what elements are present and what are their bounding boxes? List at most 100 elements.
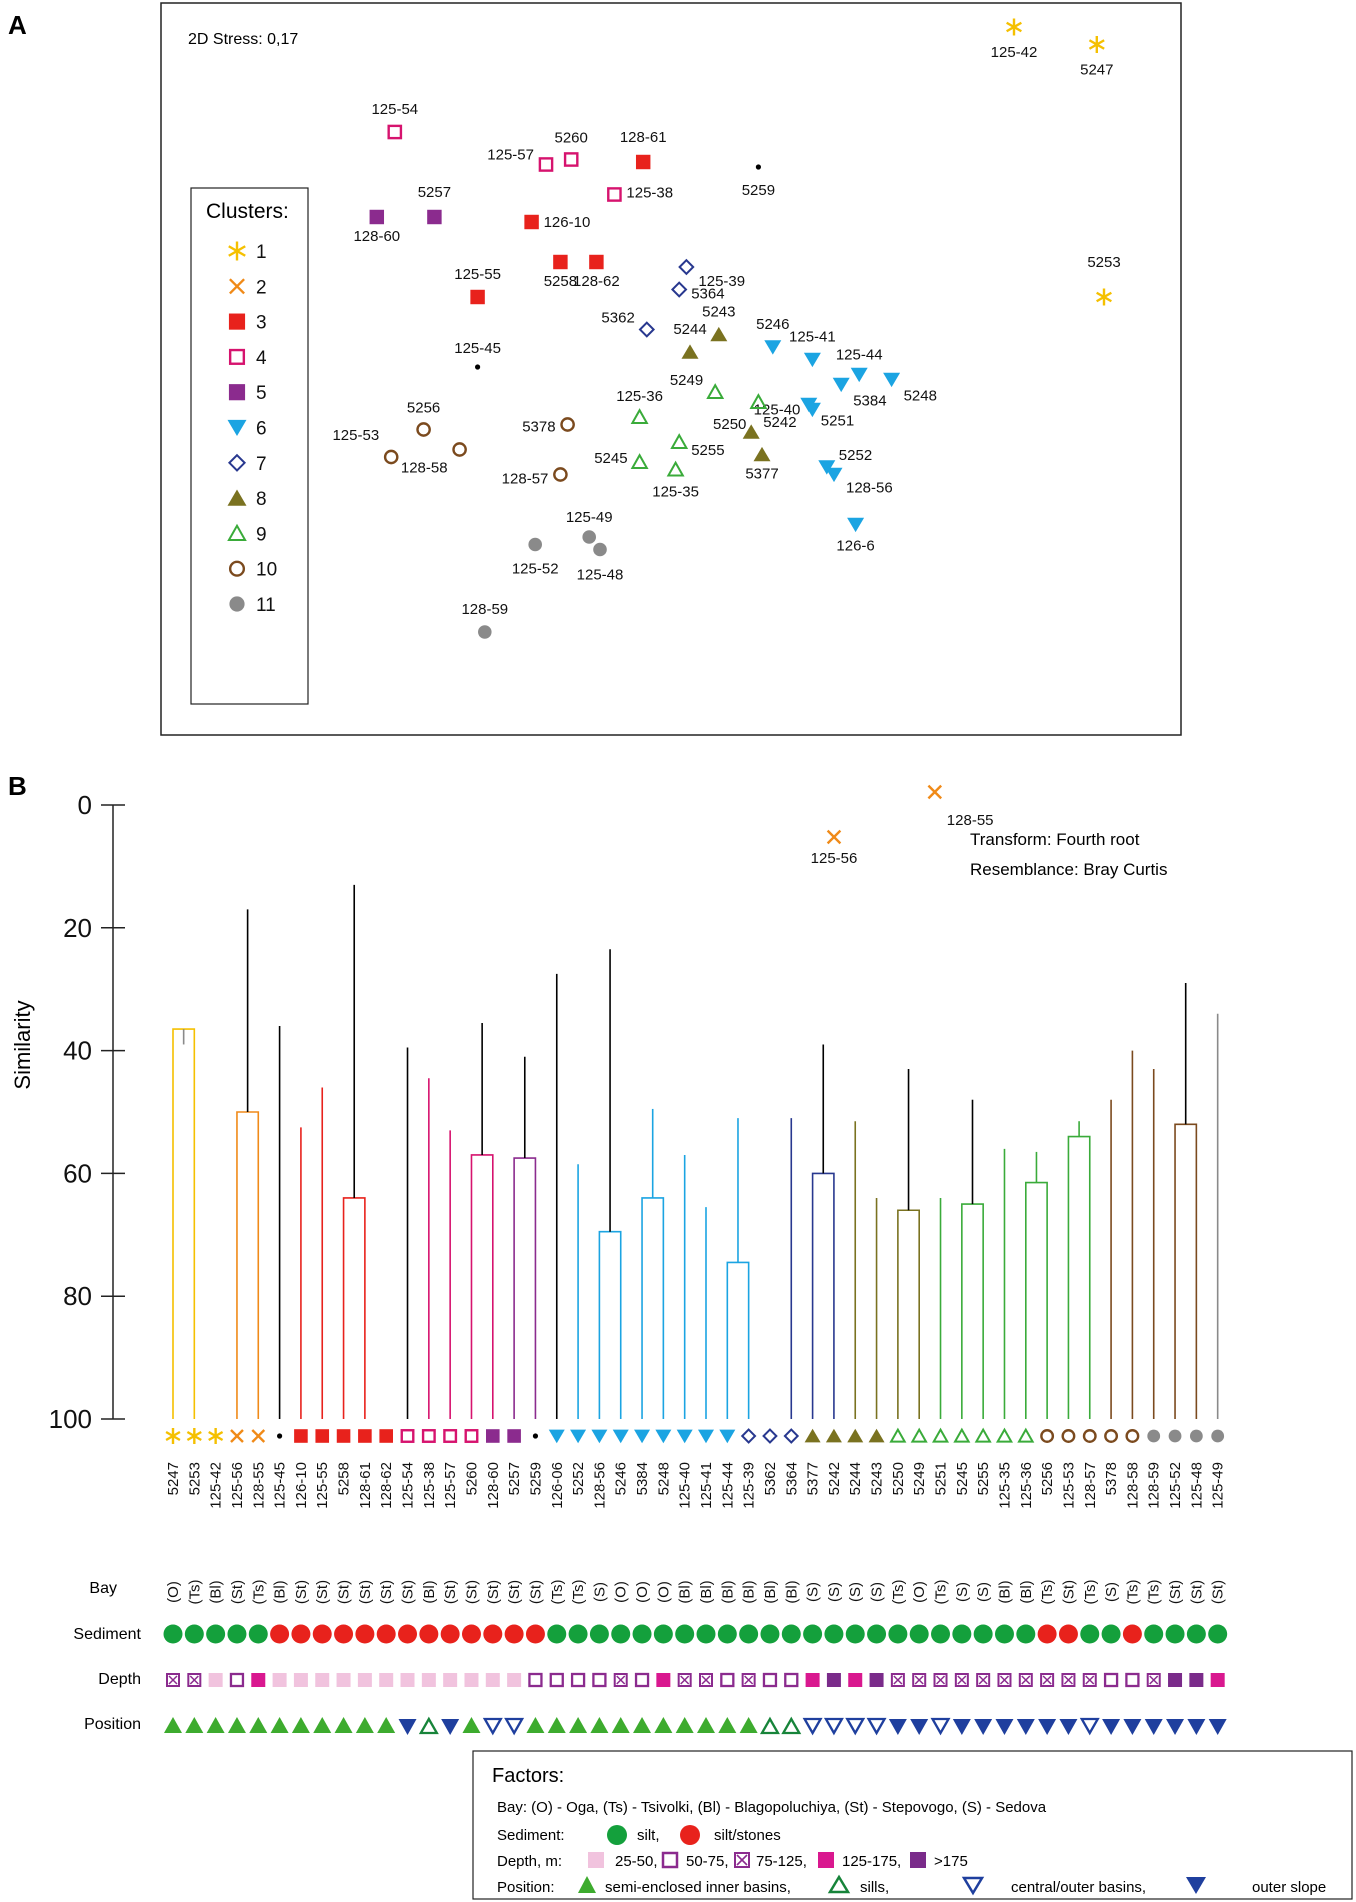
depth-cell (677, 1673, 692, 1687)
nmds-point (749, 393, 768, 409)
legend-silt-marker (607, 1825, 627, 1845)
leaf-label: 126-10 (293, 1462, 310, 1509)
nmds-point (475, 364, 481, 370)
sediment-cell (845, 1624, 865, 1644)
legend-depth-50-75 (661, 1851, 679, 1869)
nmds-point (681, 344, 699, 359)
leaf-label: 5258 (336, 1462, 353, 1495)
position-cell (1187, 1719, 1206, 1735)
nmds-point-label: 5246 (756, 316, 789, 333)
legend-item-label: 6 (256, 419, 267, 440)
legend-pos-inner (578, 1876, 596, 1893)
legend-marker (228, 560, 246, 577)
bay-cell: (St) (314, 1580, 331, 1604)
leaf-label: 125-54 (400, 1462, 417, 1509)
nmds-point (753, 446, 771, 462)
leaf-marker (443, 1429, 458, 1443)
nmds-point-label: 5260 (555, 130, 588, 147)
position-cell (185, 1717, 204, 1733)
position-cell (995, 1719, 1014, 1735)
leaf-label: 125-38 (421, 1462, 438, 1509)
legend-item-label: 5 (256, 383, 267, 404)
nmds-point (832, 377, 850, 393)
nmds-point-label: 125-44 (836, 347, 883, 364)
leaf-marker (507, 1429, 521, 1443)
nmds-point-label: 125-52 (512, 561, 559, 578)
leaf-label: 125-55 (314, 1462, 331, 1509)
leaf-label: 126-06 (549, 1462, 566, 1509)
leaf-marker (612, 1429, 629, 1444)
factors-d4: 125-175, (842, 1853, 901, 1870)
leaf-marker (315, 1429, 330, 1443)
leaf-marker (1147, 1429, 1161, 1443)
dendrogram-leaves: 5247 5253 125-42 125-56 128-55 125-45 126-10 12… (165, 1427, 1227, 1509)
leaf-label: 5242 (826, 1462, 843, 1495)
leaf-marker (294, 1429, 308, 1443)
nmds-point-label: 5244 (673, 321, 706, 338)
nmds-point-label: 126-10 (544, 214, 591, 231)
leaf-marker (634, 1429, 651, 1444)
depth-cell (464, 1673, 479, 1687)
bay-cell: (S) (591, 1582, 608, 1602)
leaf-label: 5251 (933, 1462, 950, 1495)
factors-d1: 25-50, (615, 1853, 658, 1870)
position-cell (781, 1716, 802, 1735)
nmds-point-label: 5245 (594, 450, 627, 467)
bay-cell: (St) (293, 1580, 310, 1604)
legend-marker (227, 453, 247, 472)
nmds-point (538, 157, 554, 172)
nmds-point-label: 128-57 (502, 471, 549, 488)
nmds-point-label: 125-38 (626, 185, 673, 202)
legend-pos-sills (827, 1874, 851, 1894)
nmds-point-label: 5251 (821, 413, 854, 430)
sediment-cell (525, 1624, 545, 1644)
nmds-point-label: 128-62 (573, 273, 620, 290)
leaf-label: 5246 (613, 1462, 630, 1495)
position-cell (313, 1717, 332, 1733)
depth-cell (570, 1672, 586, 1688)
leaf-label: 5362 (762, 1462, 779, 1495)
factors-bay-text: Bay: (O) - Oga, (Ts) - Tsivolki, (Bl) - … (497, 1799, 1047, 1816)
position-cell (504, 1717, 525, 1736)
y-tick-label: 100 (49, 1404, 92, 1434)
depth-cell (187, 1673, 202, 1687)
nmds-point (847, 517, 865, 533)
leaf-label: 5364 (783, 1462, 800, 1495)
nmds-point (1096, 288, 1112, 306)
leaf-marker (825, 1428, 842, 1443)
nmds-point-label: 5247 (1080, 62, 1113, 79)
position-cell (845, 1717, 866, 1736)
nmds-point (1006, 18, 1022, 36)
sediment-cell (376, 1624, 396, 1644)
leaf-label: 125-56 (229, 1462, 246, 1509)
leaf-label: 125-40 (677, 1462, 694, 1509)
leaf-marker (974, 1427, 992, 1443)
nmds-point (635, 154, 651, 170)
bay-cell: (St) (463, 1580, 480, 1604)
bay-cell: (S) (826, 1582, 843, 1602)
leaf-label: 5252 (570, 1462, 587, 1495)
sediment-cell (675, 1624, 695, 1644)
depth-cell (421, 1673, 436, 1687)
dendrogram-link (172, 1028, 196, 1419)
leaf-marker (358, 1429, 372, 1443)
bay-cell: (Ts) (1039, 1580, 1056, 1605)
leaf-label: 125-36 (1018, 1462, 1035, 1509)
nmds-point-label: 125-48 (577, 567, 624, 584)
y-ticks: 0 20 40 60 80 100 (49, 790, 125, 1434)
bay-cell: (Ts) (1124, 1580, 1141, 1605)
panel-a-label: A (8, 10, 27, 40)
nmds-point-label: 128-55 (947, 812, 994, 829)
position-cell (482, 1717, 503, 1736)
leaf-label: 5377 (805, 1462, 822, 1495)
nmds-point (560, 417, 575, 432)
factors-position-label: Position: (497, 1879, 555, 1896)
dendrogram-link (342, 1197, 366, 1419)
depth-cell (336, 1673, 351, 1687)
depth-cell (805, 1673, 820, 1687)
position-cell (952, 1719, 971, 1735)
nmds-point-label: 5362 (601, 310, 634, 327)
nmds-point-label: 5242 (763, 414, 796, 431)
position-cell (654, 1717, 673, 1733)
position-cell (441, 1719, 460, 1735)
